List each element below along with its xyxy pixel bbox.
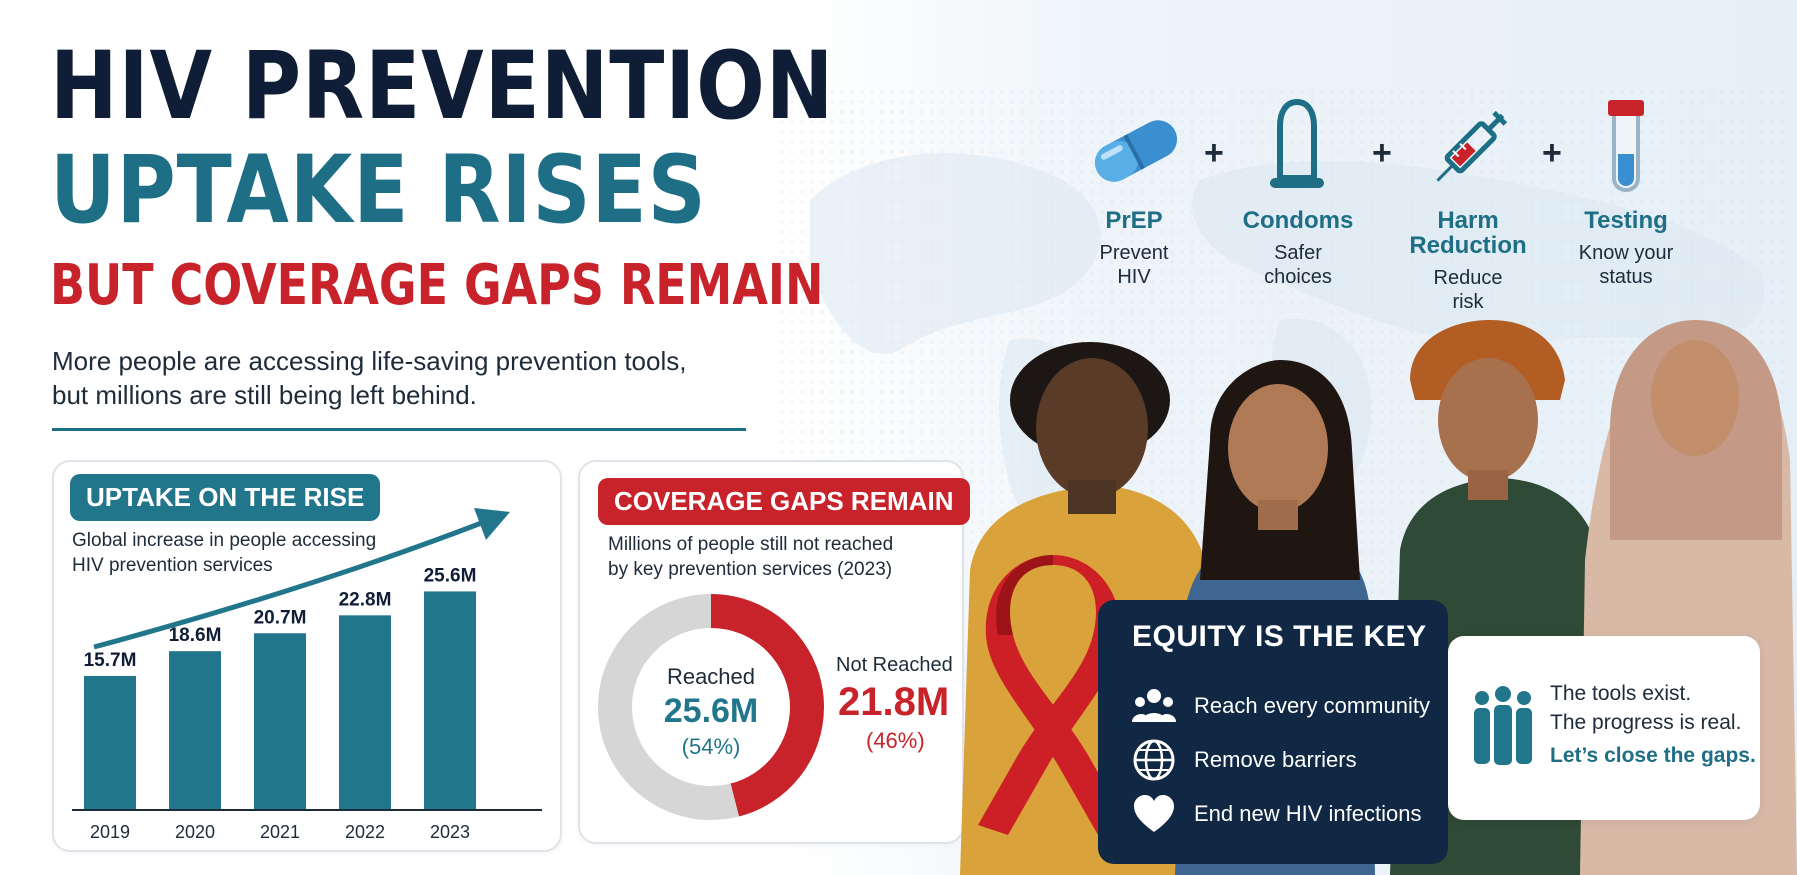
condom-icon (1270, 98, 1324, 188)
heart-icon (1134, 795, 1174, 832)
trend-arrow (93, 519, 485, 650)
tool-prep-desc-line-1: Prevent (1099, 242, 1169, 264)
uptake-desc-line-2: HIV prevention services (72, 555, 273, 576)
closing-line-1: The tools exist. (1550, 682, 1692, 705)
plus-sign-3: + (1542, 134, 1562, 172)
test-tube-icon (1608, 100, 1644, 193)
tool-testing-desc-line-1: Know your (1578, 242, 1674, 264)
pill-icon (1094, 120, 1178, 182)
tool-prep: PrEP Prevent HIV (1054, 208, 1214, 289)
tool-harm-desc-line-2: risk (1452, 291, 1484, 313)
red-ribbon-icon (978, 555, 1128, 835)
bar-2020 (169, 651, 221, 810)
equity-box: EQUITY IS THE KEY Reach every community … (1098, 600, 1448, 864)
bar-category-label-2023: 2023 (430, 822, 470, 842)
tool-testing-title: Testing (1584, 207, 1668, 234)
closing-line-3: Let’s close the gaps. (1550, 744, 1756, 767)
equity-item-barriers-text: Remove barriers (1194, 747, 1357, 772)
gaps-desc-line-2: by key prevention services (2023) (608, 559, 893, 580)
plus-sign-1: + (1204, 134, 1224, 172)
community-icon (1132, 689, 1176, 722)
not-reached-percent: (46%) (866, 728, 925, 753)
tool-testing: Testing Know your status (1546, 208, 1706, 289)
equity-title: EQUITY IS THE KEY (1132, 620, 1427, 653)
tool-prep-desc-line-2: HIV (1117, 266, 1151, 288)
headline-line-3: BUT COVERAGE GAPS REMAIN (50, 253, 824, 318)
bar-category-label-2021: 2021 (260, 822, 300, 842)
headline-line-1: HIV PREVENTION (50, 32, 835, 141)
tool-condoms: Condoms Safer choices (1218, 208, 1378, 289)
equity-item-end-infections-text: End new HIV infections (1194, 801, 1422, 826)
uptake-desc-line-1: Global increase in people accessing (72, 530, 377, 551)
syringe-icon (1436, 110, 1508, 182)
not-reached-value: 21.8M (838, 680, 950, 724)
bar-value-label-2022: 22.8M (339, 589, 392, 610)
intro-line-2: but millions are still being left behind… (52, 380, 477, 410)
gaps-description: Millions of people still not reached by … (608, 532, 893, 582)
trend-arrow-head (474, 508, 510, 540)
equity-item-community: Reach every community (1132, 684, 1430, 728)
bar-category-label-2022: 2022 (345, 822, 385, 842)
gaps-title: COVERAGE GAPS REMAIN (598, 478, 970, 525)
coverage-donut-chart (598, 594, 824, 820)
bar-category-label-2019: 2019 (90, 822, 130, 842)
tool-condoms-desc: Safer choices (1218, 241, 1378, 289)
equity-item-barriers: Remove barriers (1132, 738, 1357, 782)
globe-icon (1133, 739, 1175, 781)
tool-harm-reduction: Harm Reduction Reduce risk (1388, 208, 1548, 314)
headline-line-2: UPTAKE RISES (50, 136, 707, 245)
tool-testing-desc: Know your status (1546, 241, 1706, 289)
bar-2023 (424, 591, 476, 810)
intro-line-1: More people are accessing life-saving pr… (52, 346, 687, 376)
tool-condoms-desc-line-2: choices (1264, 266, 1332, 288)
closing-line-2: The progress is real. (1550, 711, 1742, 734)
coverage-gaps-card: COVERAGE GAPS REMAIN Millions of people … (578, 460, 970, 844)
reached-label: Reached (666, 664, 756, 689)
bar-value-label-2021: 20.7M (254, 607, 307, 628)
bar-2022 (339, 615, 391, 810)
tool-condoms-title: Condoms (1242, 207, 1354, 234)
people-group-icon (1474, 686, 1532, 765)
tool-testing-desc-line-2: status (1599, 266, 1653, 288)
reached-value: 25.6M (663, 692, 759, 730)
donut-slice-reached (598, 594, 824, 820)
divider (52, 428, 746, 431)
tool-prep-title: PrEP (1105, 207, 1163, 234)
plus-sign-2: + (1372, 134, 1392, 172)
tool-condoms-desc-line-1: Safer (1274, 242, 1322, 264)
tool-harm-title-line-2: Reduction (1409, 232, 1527, 259)
bar-2021 (254, 633, 306, 810)
uptake-description: Global increase in people accessing HIV … (72, 528, 376, 578)
bar-value-label-2023: 25.6M (424, 565, 477, 586)
bar-category-label-2020: 2020 (175, 822, 215, 842)
equity-item-end-infections: End new HIV infections (1132, 792, 1421, 836)
bar-value-label-2019: 15.7M (84, 650, 137, 671)
reached-percent: (54%) (681, 734, 741, 759)
uptake-card: UPTAKE ON THE RISE Global increase in pe… (52, 460, 562, 852)
tool-harm-title-line-1: Harm (1437, 207, 1499, 234)
tool-harm-desc: Reduce risk (1388, 266, 1548, 314)
tool-prep-desc: Prevent HIV (1054, 241, 1214, 289)
bar-2019 (84, 675, 136, 810)
gaps-desc-line-1: Millions of people still not reached (608, 534, 894, 555)
bar-value-label-2020: 18.6M (169, 625, 222, 646)
intro-text: More people are accessing life-saving pr… (52, 344, 792, 412)
equity-item-community-text: Reach every community (1194, 693, 1430, 718)
closing-box: The tools exist. The progress is real. L… (1448, 636, 1760, 820)
uptake-title: UPTAKE ON THE RISE (70, 474, 381, 521)
donut-center: Reached 25.6M (54%) (596, 592, 826, 822)
tool-harm-desc-line-1: Reduce (1433, 267, 1503, 289)
uptake-bar-chart: 15.7M 2019 18.6M 2020 20.7M 2021 22.8M 2022 25.6… (72, 508, 542, 842)
not-reached-label: Not Reached (836, 654, 953, 676)
